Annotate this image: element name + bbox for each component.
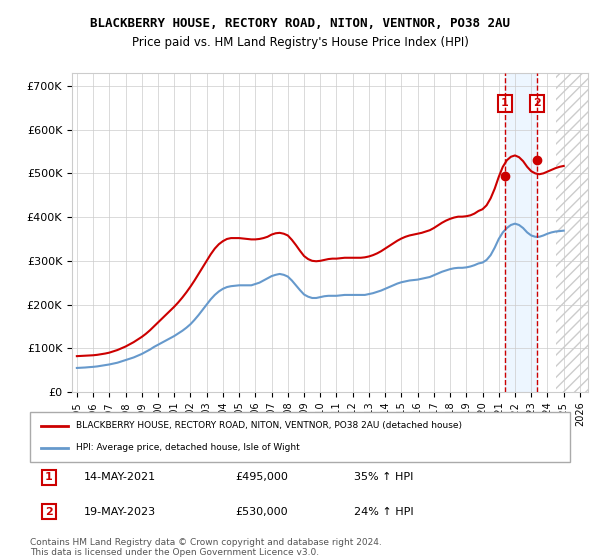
Text: £530,000: £530,000 [235, 507, 288, 517]
Text: 19-MAY-2023: 19-MAY-2023 [84, 507, 156, 517]
Text: 35% ↑ HPI: 35% ↑ HPI [354, 473, 413, 482]
Text: Contains HM Land Registry data © Crown copyright and database right 2024.
This d: Contains HM Land Registry data © Crown c… [30, 538, 382, 557]
Text: 1: 1 [501, 99, 509, 109]
Text: £495,000: £495,000 [235, 473, 288, 482]
FancyBboxPatch shape [30, 412, 570, 462]
Text: 2: 2 [533, 99, 541, 109]
Text: 24% ↑ HPI: 24% ↑ HPI [354, 507, 413, 517]
Text: HPI: Average price, detached house, Isle of Wight: HPI: Average price, detached house, Isle… [76, 444, 299, 452]
Bar [556, 73, 588, 392]
Text: BLACKBERRY HOUSE, RECTORY ROAD, NITON, VENTNOR, PO38 2AU (detached house): BLACKBERRY HOUSE, RECTORY ROAD, NITON, V… [76, 421, 462, 430]
Bar [556, 73, 588, 392]
Text: Price paid vs. HM Land Registry's House Price Index (HPI): Price paid vs. HM Land Registry's House … [131, 36, 469, 49]
Text: 1: 1 [45, 473, 53, 482]
Text: 14-MAY-2021: 14-MAY-2021 [84, 473, 156, 482]
Text: BLACKBERRY HOUSE, RECTORY ROAD, NITON, VENTNOR, PO38 2AU: BLACKBERRY HOUSE, RECTORY ROAD, NITON, V… [90, 17, 510, 30]
Text: 2: 2 [45, 507, 53, 517]
Bar [505, 73, 537, 392]
